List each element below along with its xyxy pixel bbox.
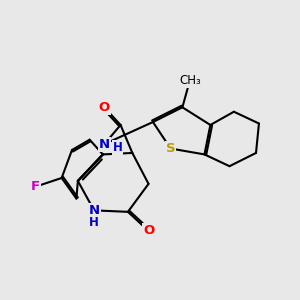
- Text: CH₃: CH₃: [179, 74, 201, 87]
- Text: F: F: [31, 180, 40, 193]
- Text: N: N: [99, 138, 110, 151]
- Text: H: H: [89, 216, 99, 229]
- Text: H: H: [113, 141, 122, 154]
- Text: O: O: [143, 224, 154, 238]
- Text: O: O: [99, 101, 110, 114]
- Text: S: S: [166, 142, 175, 155]
- Text: N: N: [88, 204, 100, 217]
